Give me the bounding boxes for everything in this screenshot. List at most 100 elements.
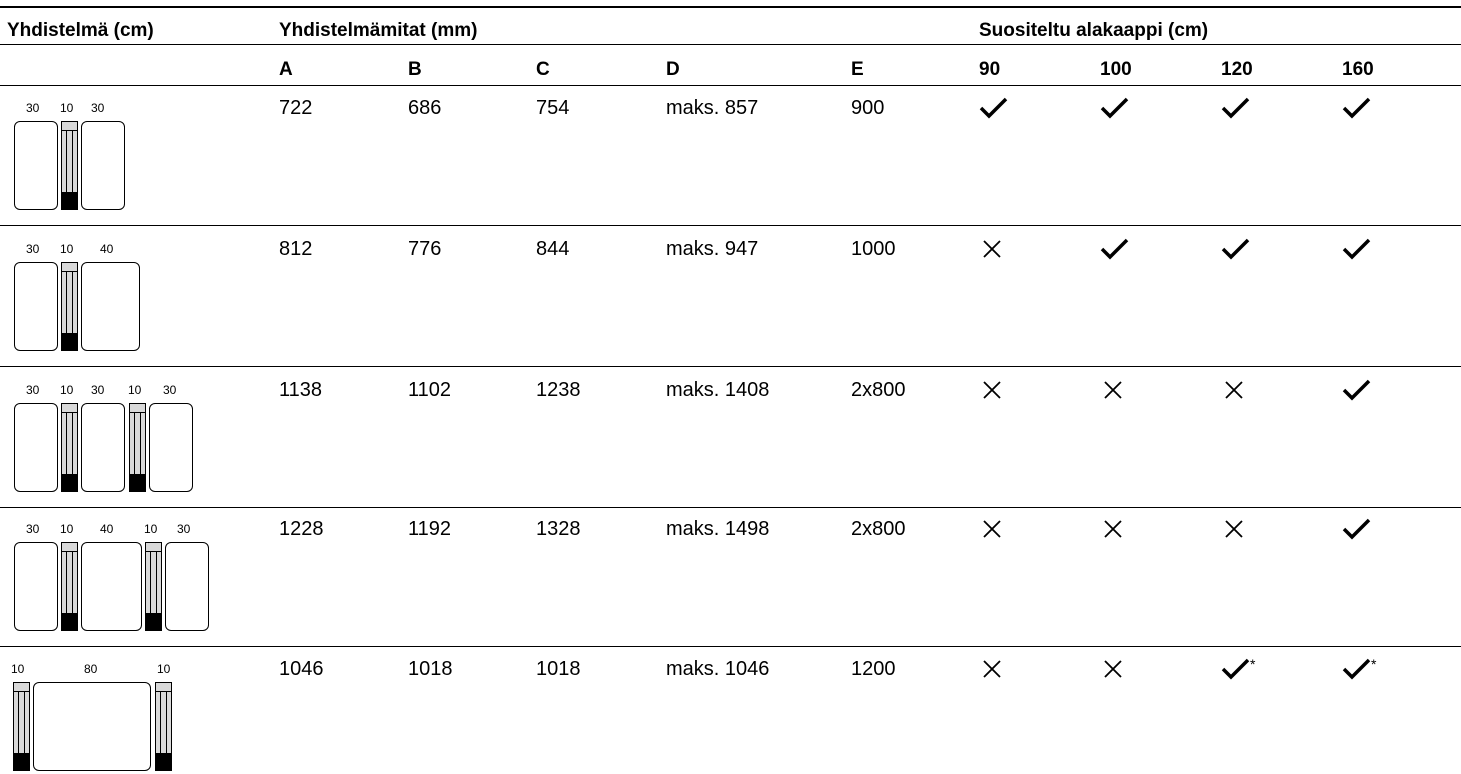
value-c: 1328	[536, 518, 581, 540]
value-c: 754	[536, 97, 570, 119]
value-e: 1200	[851, 658, 896, 680]
cabinet-panel	[149, 403, 193, 492]
col-header-dims: Yhdistelmämitat (mm)	[279, 20, 478, 41]
col-header-a: A	[279, 59, 293, 80]
col-header-c: C	[536, 59, 550, 80]
cabinet-panel	[81, 403, 125, 492]
cross-icon	[979, 657, 1009, 681]
value-b: 1102	[408, 379, 452, 401]
cross-icon	[979, 237, 1009, 261]
value-c: 1018	[536, 658, 581, 680]
cabinet-panel	[81, 121, 125, 210]
col-header-b: B	[408, 59, 422, 80]
filler-strip	[61, 403, 78, 492]
cross-icon	[1221, 517, 1251, 541]
row-divider	[0, 646, 1461, 647]
dim-label: 10	[11, 662, 25, 676]
cross-icon	[1100, 517, 1130, 541]
col-header-90: 90	[979, 59, 1001, 80]
col-header-120: 120	[1221, 59, 1253, 80]
value-b: 1018	[408, 658, 453, 680]
dim-label: 40	[100, 242, 114, 256]
dim-label: 30	[26, 101, 40, 115]
dim-label: 10	[128, 383, 142, 397]
check-icon	[1100, 96, 1130, 120]
check-icon	[1221, 657, 1251, 681]
value-d: maks. 1046	[666, 658, 770, 680]
check-icon	[1342, 237, 1372, 261]
value-b: 776	[408, 238, 442, 260]
cross-icon	[1221, 378, 1251, 402]
asterisk-note: *	[1371, 656, 1377, 672]
value-b: 686	[408, 97, 442, 119]
cross-icon	[1100, 657, 1130, 681]
value-c: 1238	[536, 379, 581, 401]
value-a: 812	[279, 238, 313, 260]
dim-label: 10	[60, 383, 74, 397]
value-b: 1192	[408, 518, 452, 540]
cabinet-panel	[33, 682, 151, 771]
cabinet-panel	[81, 542, 142, 631]
check-icon	[1342, 657, 1372, 681]
cabinet-panel	[14, 121, 58, 210]
col-header-160: 160	[1342, 59, 1374, 80]
row-divider	[0, 366, 1461, 367]
cabinet-panel	[81, 262, 140, 351]
subheader-rule	[0, 85, 1461, 86]
col-header-100: 100	[1100, 59, 1132, 80]
dim-label: 80	[84, 662, 98, 676]
dim-label: 30	[91, 383, 105, 397]
col-header-recommended: Suositeltu alakaappi (cm)	[979, 20, 1209, 41]
value-e: 1000	[851, 238, 896, 260]
table-top-rule	[0, 6, 1461, 8]
filler-strip	[129, 403, 146, 492]
value-a: 1138	[279, 379, 323, 401]
filler-strip	[145, 542, 162, 631]
dim-label: 30	[26, 242, 40, 256]
check-icon	[1221, 237, 1251, 261]
cross-icon	[1100, 378, 1130, 402]
col-header-e: E	[851, 59, 864, 80]
cross-icon	[979, 517, 1009, 541]
cabinet-panel	[165, 542, 209, 631]
row-divider	[0, 225, 1461, 226]
header-rule	[0, 44, 1461, 45]
value-c: 844	[536, 238, 570, 260]
value-d: maks. 1408	[666, 379, 770, 401]
dim-label: 30	[26, 522, 40, 536]
filler-strip	[61, 121, 78, 210]
value-e: 900	[851, 97, 885, 119]
value-e: 2x800	[851, 518, 906, 540]
col-header-combo: Yhdistelmä (cm)	[7, 20, 154, 41]
value-e: 2x800	[851, 379, 906, 401]
cabinet-panel	[14, 262, 58, 351]
dim-label: 10	[60, 522, 74, 536]
dim-label: 10	[60, 101, 74, 115]
dim-label: 40	[100, 522, 114, 536]
dim-label: 30	[163, 383, 177, 397]
check-icon	[1342, 517, 1372, 541]
filler-strip	[155, 682, 172, 771]
cabinet-panel	[14, 542, 58, 631]
row-divider	[0, 507, 1461, 508]
cabinet-panel	[14, 403, 58, 492]
value-a: 1046	[279, 658, 324, 680]
value-d: maks. 1498	[666, 518, 770, 540]
col-header-d: D	[666, 59, 680, 80]
check-icon	[1221, 96, 1251, 120]
filler-strip	[13, 682, 30, 771]
dim-label: 10	[60, 242, 74, 256]
dim-label: 30	[26, 383, 40, 397]
value-d: maks. 857	[666, 97, 759, 119]
check-icon	[1342, 96, 1372, 120]
dim-label: 30	[177, 522, 191, 536]
check-icon	[979, 96, 1009, 120]
check-icon	[1342, 378, 1372, 402]
filler-strip	[61, 542, 78, 631]
value-d: maks. 947	[666, 238, 759, 260]
dim-label: 30	[91, 101, 105, 115]
filler-strip	[61, 262, 78, 351]
value-a: 1228	[279, 518, 324, 540]
cross-icon	[979, 378, 1009, 402]
check-icon	[1100, 237, 1130, 261]
